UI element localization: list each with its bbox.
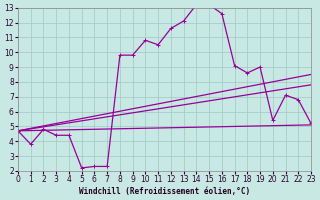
X-axis label: Windchill (Refroidissement éolien,°C): Windchill (Refroidissement éolien,°C)	[79, 187, 250, 196]
